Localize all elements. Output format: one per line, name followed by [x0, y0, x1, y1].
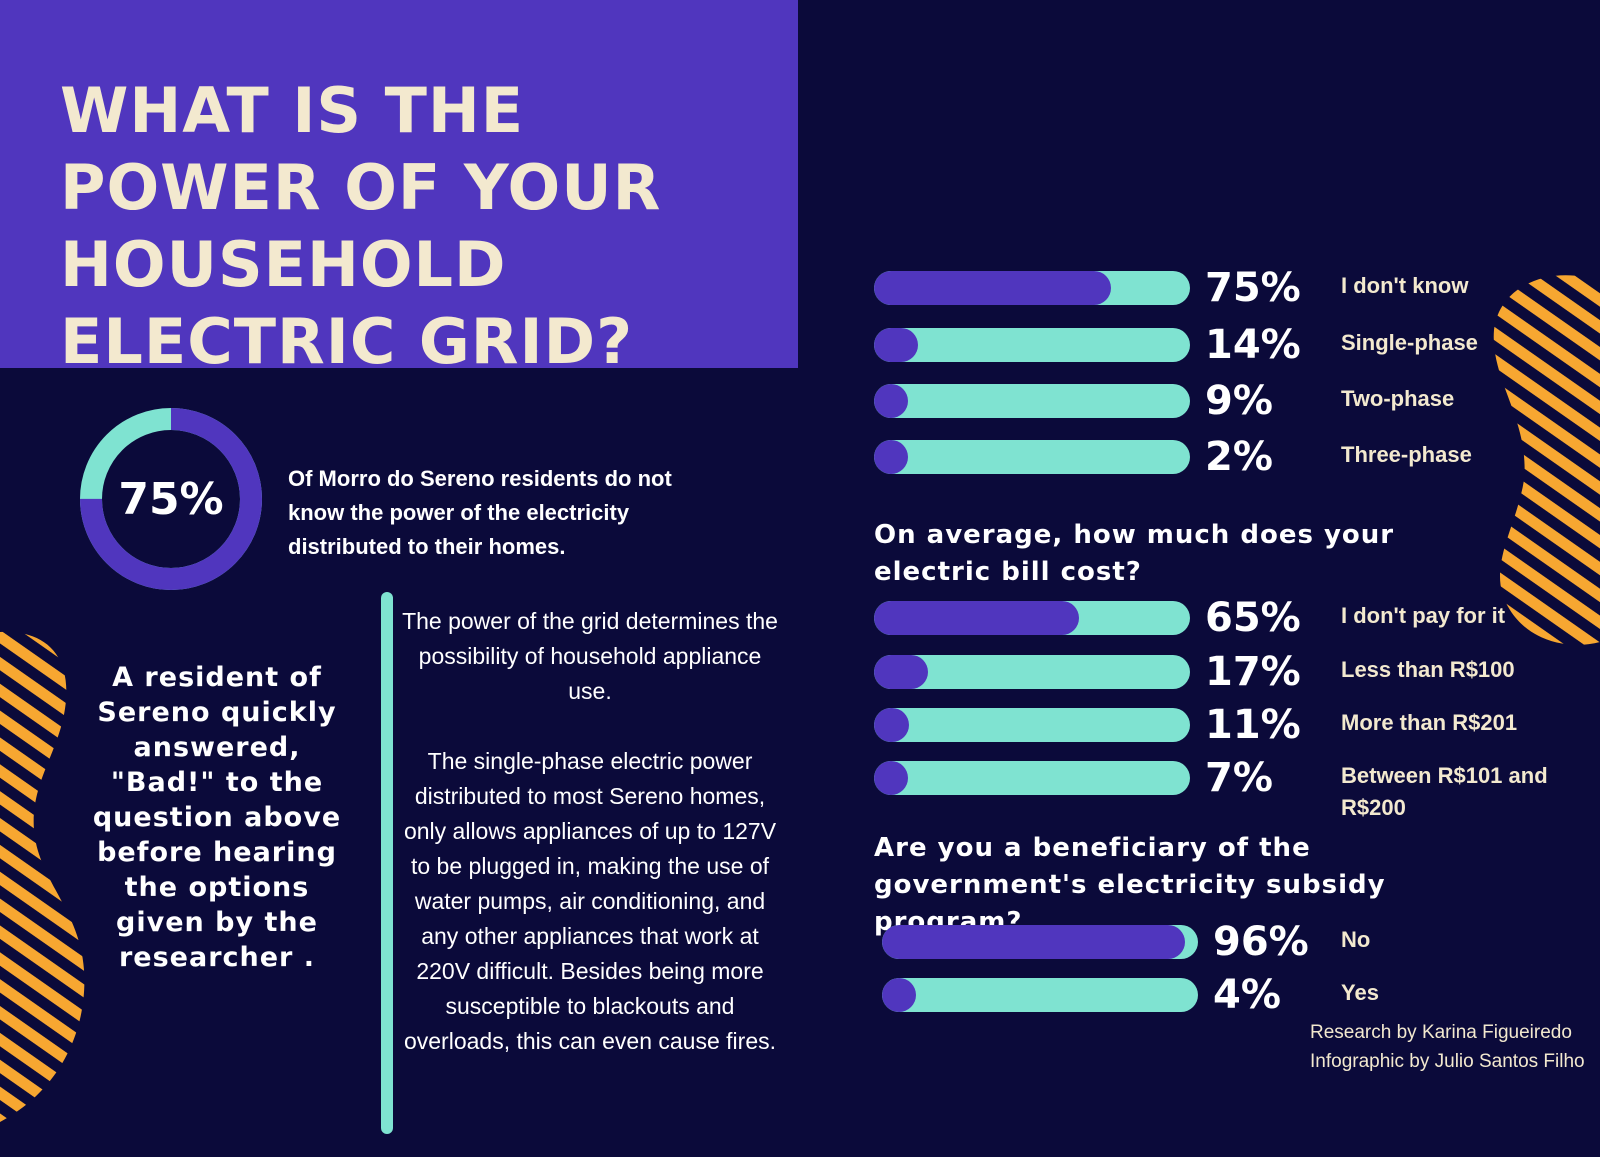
- bar-track: [882, 978, 1198, 1012]
- bar-row: [874, 384, 1190, 418]
- bar-track: [874, 708, 1190, 742]
- resident-quote: A resident of Sereno quickly answered, "…: [92, 662, 342, 973]
- body-paragraph-2: The single-phase electric power distribu…: [403, 748, 777, 1054]
- bar-value-label: 65%: [1205, 595, 1301, 641]
- bar-category-label: Three-phase: [1341, 442, 1472, 467]
- bar-category-label: Single-phase: [1341, 330, 1478, 355]
- bar-category-label: Two-phase: [1341, 386, 1455, 411]
- bar-category-label: Less than R$100: [1341, 657, 1515, 682]
- bar-fill: [874, 440, 908, 474]
- striped-blob-right-decoration: [1493, 275, 1600, 645]
- bar-value-label: 11%: [1205, 702, 1301, 748]
- title-panel: WHAT IS THE POWER OF YOUR HOUSEHOLD ELEC…: [0, 0, 798, 378]
- credit-research: Research by Karina Figueiredo: [1310, 1022, 1572, 1043]
- body-paragraph-1: The power of the grid determines the pos…: [402, 608, 778, 704]
- bar-track: [874, 655, 1190, 689]
- bar-category-label: Yes: [1341, 980, 1379, 1005]
- donut-value-label: 75%: [118, 473, 224, 525]
- bar-fill: [874, 271, 1111, 305]
- donut-description: Of Morro do Sereno residents do not know…: [288, 466, 672, 559]
- page-title: WHAT IS THE POWER OF YOUR HOUSEHOLD ELEC…: [60, 74, 662, 378]
- bar-value-label: 7%: [1205, 755, 1273, 801]
- bar-fill: [874, 328, 919, 362]
- bar-track: [874, 271, 1190, 305]
- bar-category-label: No: [1341, 927, 1371, 952]
- bar-fill: [874, 655, 928, 689]
- bar-category-label: More than R$201: [1341, 710, 1518, 735]
- body-text: The power of the grid determines the pos…: [400, 604, 780, 1059]
- bar-row: [874, 440, 1190, 474]
- bar-fill: [882, 978, 916, 1012]
- bar-fill: [874, 761, 908, 795]
- bar-value-label: 4%: [1213, 972, 1281, 1018]
- bar-value-label: 96%: [1213, 919, 1309, 965]
- bar-track: [874, 328, 1190, 362]
- donut-value-arc: [80, 408, 262, 590]
- bar-value-label: 9%: [1205, 378, 1273, 424]
- bar-category-label: I don't know: [1341, 273, 1469, 298]
- question-bill-cost: On average, how much does your electric …: [874, 520, 1395, 587]
- bar-row: [882, 978, 1198, 1012]
- striped-blob-left-decoration: [0, 631, 85, 1122]
- vertical-divider: [381, 592, 393, 1134]
- bar-value-label: 75%: [1205, 265, 1301, 311]
- bar-track: [874, 440, 1190, 474]
- bar-track: [874, 601, 1190, 635]
- bar-value-label: 17%: [1205, 649, 1301, 695]
- bar-value-label: 2%: [1205, 434, 1273, 480]
- bar-fill: [874, 601, 1080, 635]
- donut-chart: [80, 408, 262, 590]
- bar-row: [874, 655, 1190, 689]
- bar-fill: [874, 384, 908, 418]
- bar-row: [874, 761, 1190, 795]
- bar-fill: [882, 925, 1186, 959]
- bar-track: [882, 925, 1198, 959]
- credit-infographic: Infographic by Julio Santos Filho: [1310, 1051, 1585, 1072]
- credits: Research by Karina Figueiredo Infographi…: [1310, 1018, 1585, 1076]
- bar-row: [874, 271, 1190, 305]
- bar-fill: [874, 708, 909, 742]
- bar-category-label: I don't pay for it: [1341, 603, 1506, 628]
- bar-row: [874, 708, 1190, 742]
- bar-value-label: 14%: [1205, 322, 1301, 368]
- bar-row: [874, 328, 1190, 362]
- bar-row: [882, 925, 1198, 959]
- bar-category-label: Between R$101 and R$200: [1341, 763, 1548, 820]
- bar-row: [874, 601, 1190, 635]
- bar-track: [874, 761, 1190, 795]
- bar-track: [874, 384, 1190, 418]
